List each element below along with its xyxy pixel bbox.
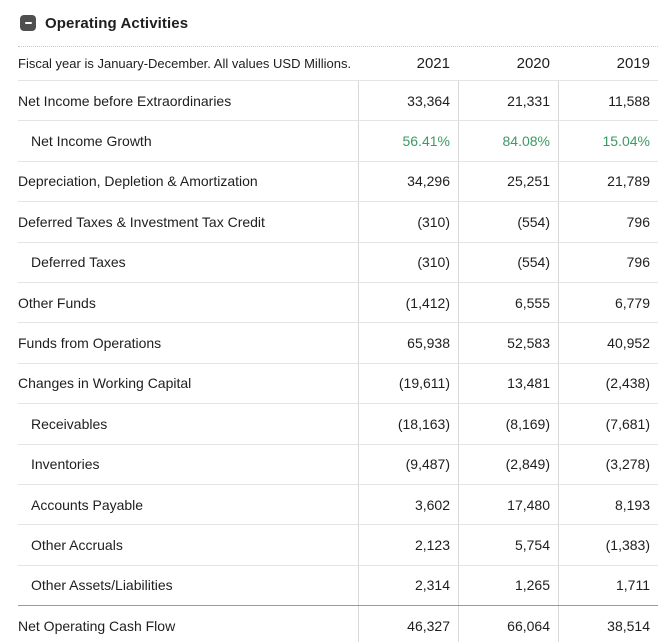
row-value-2019: (7,681) — [558, 404, 658, 444]
row-value-2021: (18,163) — [358, 404, 458, 444]
table-row[interactable]: Net Income Growth 56.41% 84.08% 15.04% — [18, 120, 658, 161]
row-value-2019: 15.04% — [558, 121, 658, 161]
row-value-2019: 796 — [558, 242, 658, 282]
row-value-2021: 65,938 — [358, 323, 458, 363]
row-value-2019: 6,779 — [558, 282, 658, 323]
row-value-2021: 33,364 — [358, 81, 458, 121]
row-value-2020: 13,481 — [458, 363, 558, 404]
row-value-2020: (554) — [458, 202, 558, 242]
year-column-header-2021: 2021 — [416, 55, 450, 72]
row-value-2021: 3,602 — [358, 484, 458, 525]
table-row[interactable]: Other Accruals 2,123 5,754 (1,383) — [18, 524, 658, 565]
row-value-2020: 25,251 — [458, 161, 558, 202]
table-row[interactable]: Funds from Operations 65,938 52,583 40,952 — [18, 322, 658, 363]
table-row[interactable]: Net Operating Cash Flow 46,327 66,064 38,51… — [18, 605, 658, 642]
table-row[interactable]: Depreciation, Depletion & Amortization 34… — [18, 160, 658, 202]
row-value-2020: 17,480 — [458, 484, 558, 525]
row-value-2021: (310) — [358, 202, 458, 242]
row-value-2019: 796 — [558, 202, 658, 242]
row-value-2019: (3,278) — [558, 444, 658, 484]
row-value-2021: 56.41% — [358, 121, 458, 161]
row-value-2019: (2,438) — [558, 363, 658, 404]
row-value-2021: 2,123 — [358, 525, 458, 565]
table-row[interactable]: Deferred Taxes (310) (554) 796 — [18, 241, 658, 282]
row-value-2019: 21,789 — [558, 161, 658, 202]
operating-activities-section: Operating Activities Fiscal year is Janu… — [18, 0, 658, 642]
table-row[interactable]: Other Funds (1,412) 6,555 6,779 — [18, 281, 658, 323]
row-label: Deferred Taxes & Investment Tax Credit — [18, 213, 265, 230]
table-row[interactable]: Changes in Working Capital (19,611) 13,481… — [18, 362, 658, 404]
row-label: Other Accruals — [31, 536, 123, 553]
row-value-2021: 2,314 — [358, 565, 458, 606]
row-label: Changes in Working Capital — [18, 375, 192, 392]
row-value-2020: 21,331 — [458, 81, 558, 121]
section-header: Operating Activities — [18, 0, 658, 47]
row-value-2019: (1,383) — [558, 525, 658, 565]
row-label: Depreciation, Depletion & Amortization — [18, 173, 258, 190]
collapse-section-button[interactable] — [20, 15, 36, 31]
year-column-header-2019: 2019 — [616, 55, 650, 72]
row-value-2021: (19,611) — [358, 363, 458, 404]
row-label: Other Assets/Liabilities — [31, 577, 173, 594]
table-row[interactable]: Receivables (18,163) (8,169) (7,681) — [18, 403, 658, 444]
row-value-2019: 11,588 — [558, 81, 658, 121]
row-label: Funds from Operations — [18, 335, 162, 352]
row-value-2020: (2,849) — [458, 444, 558, 484]
fiscal-year-note: Fiscal year is January-December. All val… — [18, 56, 352, 71]
row-value-2020: 5,754 — [458, 525, 558, 565]
row-value-2021: (1,412) — [358, 282, 458, 323]
row-label: Inventories — [31, 456, 100, 473]
table-row[interactable]: Inventories (9,487) (2,849) (3,278) — [18, 443, 658, 484]
row-value-2021: 34,296 — [358, 161, 458, 202]
row-value-2020: 1,265 — [458, 565, 558, 606]
table-row[interactable]: Accounts Payable 3,602 17,480 8,193 — [18, 483, 658, 525]
year-column-header-2020: 2020 — [516, 55, 550, 72]
table-row[interactable]: Net Income before Extraordinaries 33,364 2… — [18, 80, 658, 121]
row-value-2020: 6,555 — [458, 282, 558, 323]
row-value-2020: 84.08% — [458, 121, 558, 161]
row-label: Net Income before Extraordinaries — [18, 92, 232, 109]
row-value-2019: 38,514 — [558, 606, 658, 642]
row-label: Receivables — [31, 415, 108, 432]
row-label: Net Operating Cash Flow — [18, 617, 176, 634]
table-row[interactable]: Deferred Taxes & Investment Tax Credit (3… — [18, 201, 658, 242]
row-label: Accounts Payable — [31, 496, 144, 513]
minus-icon — [24, 22, 32, 24]
row-value-2020: 52,583 — [458, 323, 558, 363]
row-value-2021: (9,487) — [358, 444, 458, 484]
row-label: Deferred Taxes — [31, 254, 126, 271]
section-title: Operating Activities — [45, 14, 189, 32]
row-label: Other Funds — [18, 294, 96, 311]
row-label: Net Income Growth — [31, 133, 152, 150]
row-value-2019: 8,193 — [558, 484, 658, 525]
table-header-row: Fiscal year is January-December. All val… — [18, 47, 658, 80]
row-value-2020: (554) — [458, 242, 558, 282]
row-value-2019: 40,952 — [558, 323, 658, 363]
financials-table: Net Income before Extraordinaries 33,364 2… — [18, 80, 658, 642]
table-row[interactable]: Other Assets/Liabilities 2,314 1,265 1,711 — [18, 564, 658, 606]
row-value-2021: (310) — [358, 242, 458, 282]
row-value-2021: 46,327 — [358, 606, 458, 642]
row-value-2020: 66,064 — [458, 606, 558, 642]
row-value-2020: (8,169) — [458, 404, 558, 444]
row-value-2019: 1,711 — [558, 565, 658, 606]
